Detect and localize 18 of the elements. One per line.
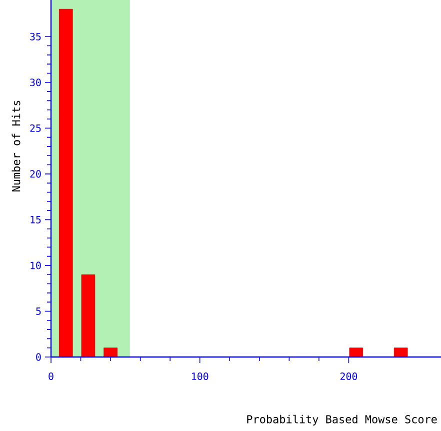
- y-tick-label: 15: [30, 216, 41, 224]
- x-tick-label: 100: [192, 372, 208, 380]
- bar: [349, 348, 364, 358]
- x-axis-title: Probability Based Mowse Score: [247, 414, 437, 426]
- y-tick-label: 10: [30, 262, 41, 270]
- bar: [104, 348, 118, 358]
- y-tick-label: 0: [36, 353, 41, 361]
- x-tick-label: 200: [340, 372, 358, 380]
- bar: [81, 274, 96, 358]
- bar: [58, 8, 73, 358]
- y-tick-label: 20: [30, 170, 41, 178]
- y-tick-label: 5: [36, 308, 41, 315]
- y-tick-label: 35: [30, 32, 41, 40]
- x-tick-label: 0: [48, 372, 54, 380]
- y-tick-label: 25: [30, 124, 41, 132]
- bar: [394, 348, 408, 358]
- y-axis-title: Number of Hits: [12, 100, 20, 192]
- y-tick-label: 30: [30, 78, 41, 86]
